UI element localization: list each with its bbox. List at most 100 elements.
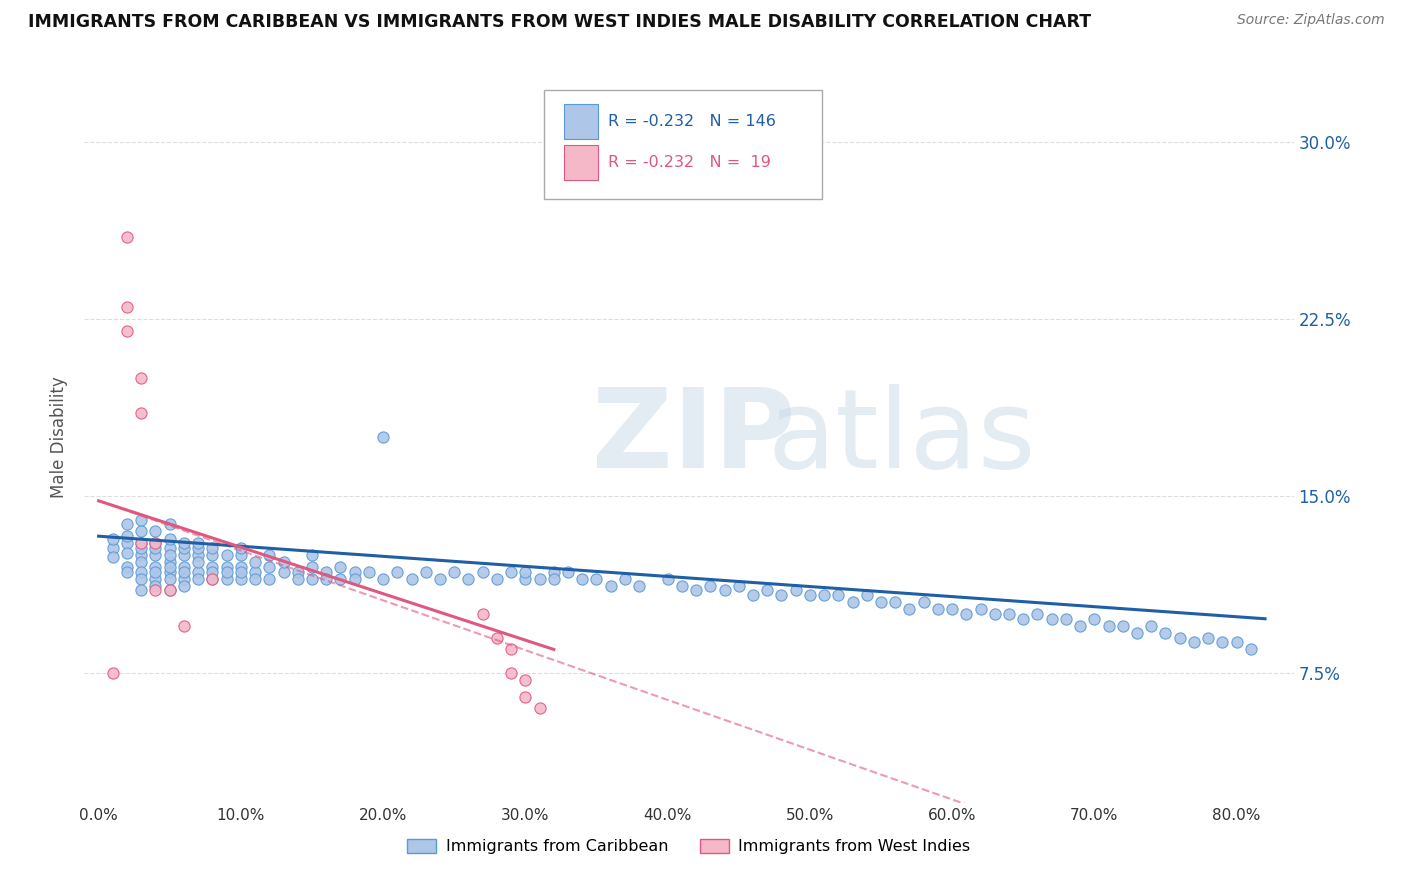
Point <box>159 572 181 586</box>
Point <box>415 565 437 579</box>
Point <box>187 572 209 586</box>
Point <box>115 324 138 338</box>
Point <box>159 555 181 569</box>
Point <box>173 619 195 633</box>
Point <box>215 559 238 574</box>
Point <box>145 579 167 593</box>
Point <box>101 666 124 681</box>
Point <box>115 565 138 579</box>
Point <box>187 541 209 555</box>
Point <box>159 532 181 546</box>
Point <box>173 559 195 574</box>
Point <box>145 524 167 539</box>
Point <box>129 548 152 562</box>
Point <box>115 536 138 550</box>
Point <box>201 559 224 574</box>
Point <box>187 555 209 569</box>
Point <box>273 555 295 569</box>
Point <box>301 548 323 562</box>
Point <box>201 572 224 586</box>
Point <box>799 588 821 602</box>
Text: atlas: atlas <box>768 384 1036 491</box>
Point <box>259 559 281 574</box>
Point <box>101 550 124 565</box>
Point <box>129 541 152 555</box>
Point <box>259 572 281 586</box>
Point <box>187 548 209 562</box>
Text: R = -0.232   N =  19: R = -0.232 N = 19 <box>607 155 770 170</box>
Point <box>671 579 693 593</box>
Point <box>501 642 523 657</box>
Point <box>159 583 181 598</box>
Point <box>229 541 252 555</box>
Point <box>287 565 309 579</box>
Point <box>371 572 394 586</box>
Point <box>159 541 181 555</box>
Point <box>243 555 266 569</box>
Point <box>115 229 138 244</box>
Point <box>145 559 167 574</box>
Point <box>115 559 138 574</box>
Point <box>129 536 152 550</box>
Point <box>1168 631 1191 645</box>
Point <box>187 565 209 579</box>
Point <box>229 548 252 562</box>
Point <box>301 572 323 586</box>
Point <box>145 536 167 550</box>
Point <box>287 572 309 586</box>
Text: IMMIGRANTS FROM CARIBBEAN VS IMMIGRANTS FROM WEST INDIES MALE DISABILITY CORRELA: IMMIGRANTS FROM CARIBBEAN VS IMMIGRANTS … <box>28 13 1091 31</box>
Point <box>429 572 451 586</box>
Point <box>515 572 537 586</box>
Point <box>742 588 765 602</box>
Point <box>1154 626 1177 640</box>
Point <box>827 588 849 602</box>
Point <box>145 583 167 598</box>
Point <box>357 565 380 579</box>
Point <box>912 595 935 609</box>
FancyBboxPatch shape <box>564 103 599 138</box>
Point <box>1026 607 1049 621</box>
Point <box>501 565 523 579</box>
Point <box>159 559 181 574</box>
Point <box>329 559 352 574</box>
Point <box>927 602 949 616</box>
Point <box>699 579 721 593</box>
Point <box>1083 612 1105 626</box>
Point <box>1097 619 1119 633</box>
Point <box>1126 626 1149 640</box>
Point <box>129 565 152 579</box>
Text: Source: ZipAtlas.com: Source: ZipAtlas.com <box>1237 13 1385 28</box>
Legend: Immigrants from Caribbean, Immigrants from West Indies: Immigrants from Caribbean, Immigrants fr… <box>401 832 977 861</box>
Point <box>1240 642 1263 657</box>
Point <box>159 565 181 579</box>
Point <box>501 666 523 681</box>
Point <box>713 583 735 598</box>
Point <box>770 588 793 602</box>
Point <box>813 588 835 602</box>
Point <box>173 541 195 555</box>
Point <box>515 673 537 687</box>
Point <box>315 572 337 586</box>
Point <box>485 572 508 586</box>
Point <box>529 701 551 715</box>
Point <box>557 565 579 579</box>
Point <box>173 536 195 550</box>
Point <box>585 572 607 586</box>
Point <box>471 565 494 579</box>
Point <box>756 583 779 598</box>
Point <box>969 602 991 616</box>
Point <box>1069 619 1091 633</box>
Point <box>515 565 537 579</box>
Point <box>955 607 977 621</box>
Point <box>657 572 679 586</box>
Point <box>129 513 152 527</box>
Point <box>145 541 167 555</box>
Point <box>315 565 337 579</box>
Point <box>145 565 167 579</box>
Point <box>301 559 323 574</box>
Text: ZIP: ZIP <box>592 384 796 491</box>
Point <box>884 595 907 609</box>
Point <box>841 595 863 609</box>
Point <box>145 572 167 586</box>
Point <box>187 536 209 550</box>
